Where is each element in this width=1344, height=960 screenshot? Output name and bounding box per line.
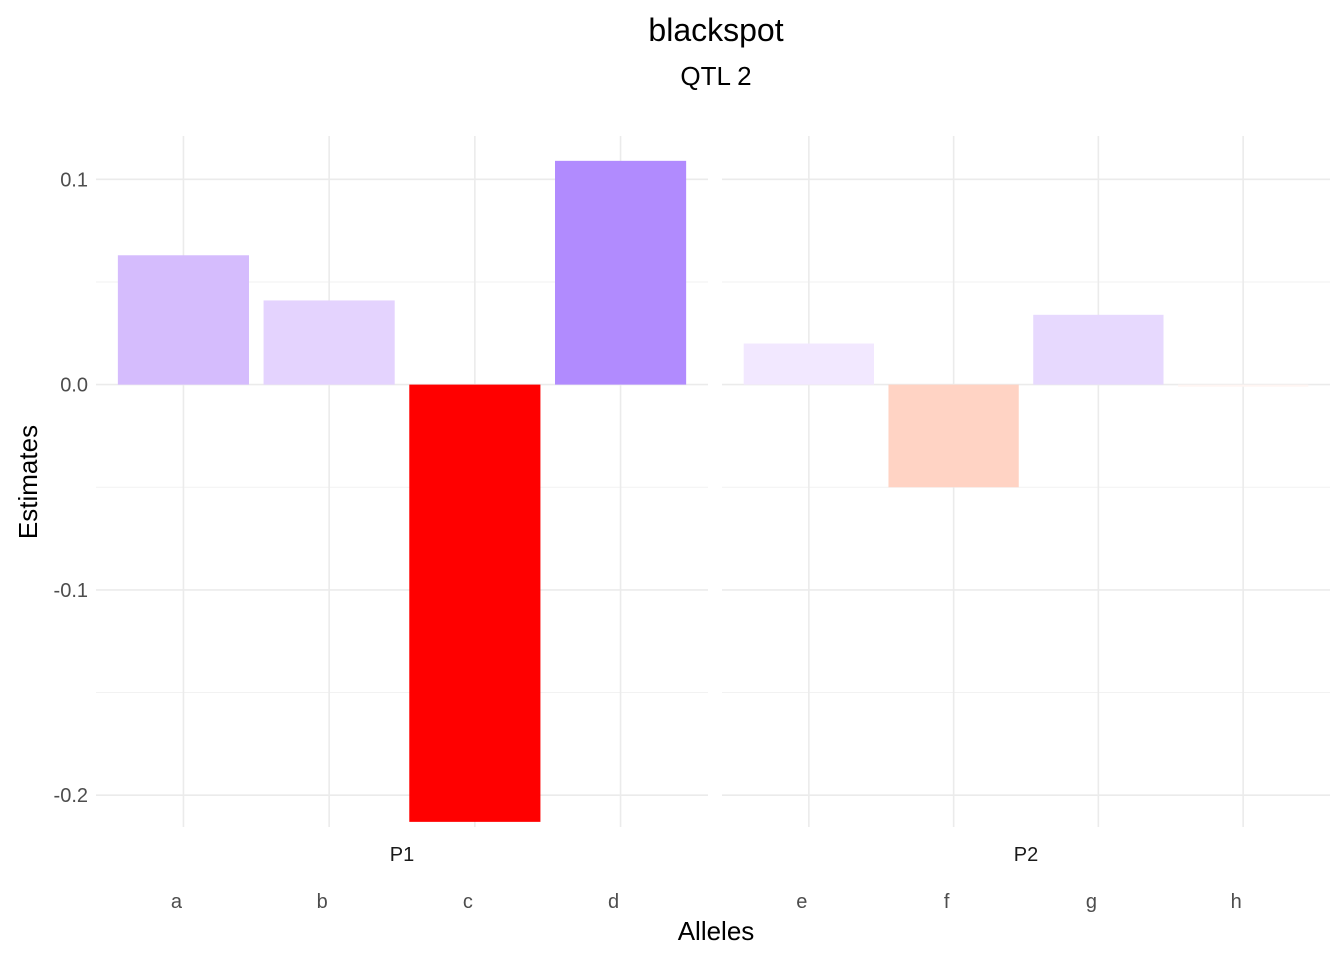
x-tick-label: a [171, 891, 183, 913]
chart-subtitle: QTL 2 [680, 61, 751, 91]
bar-e [743, 343, 874, 385]
bar-c [409, 384, 541, 822]
x-tick-label: f [944, 891, 950, 913]
y-tick-label: -0.2 [54, 785, 88, 807]
x-tick-label: b [317, 891, 328, 913]
bar-a [117, 255, 249, 385]
x-tick-label: g [1086, 891, 1097, 913]
chart-title: blackspot [648, 12, 783, 48]
panel-p1: P1 a b c d [96, 136, 708, 913]
bar-f [888, 384, 1019, 488]
x-axis-title: Alleles [678, 916, 755, 946]
panel-p2: P2 e f g h [722, 136, 1330, 913]
bar-g [1033, 314, 1164, 385]
y-axis-ticks: -0.2 -0.1 0.0 0.1 [54, 169, 88, 807]
x-tick-label: e [796, 891, 807, 913]
y-tick-label: 0.0 [60, 375, 88, 397]
bar-b [263, 300, 395, 385]
panel-label: P2 [1014, 844, 1038, 866]
bar-d [555, 160, 687, 385]
y-tick-label: 0.1 [60, 169, 88, 191]
x-tick-label: c [463, 891, 473, 913]
x-tick-label: h [1231, 891, 1242, 913]
plot-panels: P1 a b c d P2 e f g h [96, 136, 1330, 913]
panel-label: P1 [390, 844, 414, 866]
x-tick-label: d [608, 891, 619, 913]
bar-h [1178, 384, 1309, 387]
y-axis-title: Estimates [13, 425, 43, 539]
y-tick-label: -0.1 [54, 580, 88, 602]
